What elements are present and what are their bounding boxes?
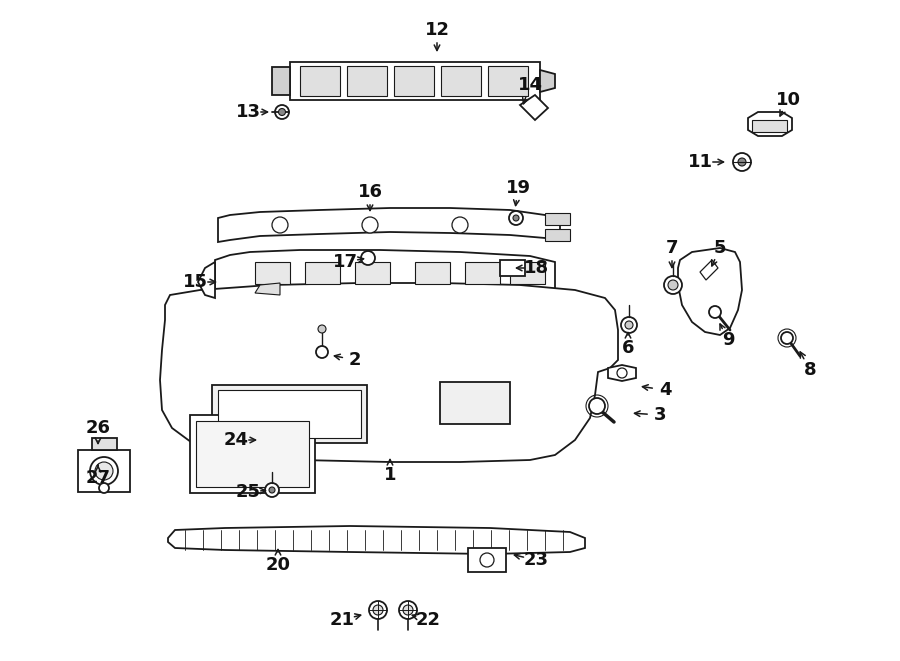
Circle shape bbox=[709, 306, 721, 318]
Circle shape bbox=[361, 251, 375, 265]
Text: 7: 7 bbox=[666, 239, 679, 257]
Bar bbox=[465, 262, 500, 284]
Bar bbox=[488, 66, 528, 96]
Text: 18: 18 bbox=[525, 259, 550, 277]
Bar bbox=[355, 262, 390, 284]
Circle shape bbox=[90, 457, 118, 485]
Text: 14: 14 bbox=[518, 76, 543, 94]
Bar bbox=[752, 120, 787, 132]
Circle shape bbox=[733, 153, 751, 171]
Bar bbox=[415, 262, 450, 284]
Circle shape bbox=[399, 601, 417, 619]
Circle shape bbox=[452, 217, 468, 233]
Bar bbox=[255, 262, 290, 284]
Text: 2: 2 bbox=[349, 351, 361, 369]
Bar bbox=[347, 66, 387, 96]
Bar bbox=[300, 66, 340, 96]
Circle shape bbox=[369, 601, 387, 619]
Circle shape bbox=[265, 483, 279, 497]
Text: 8: 8 bbox=[804, 361, 816, 379]
Circle shape bbox=[95, 462, 113, 480]
Bar bbox=[196, 421, 309, 487]
Text: 17: 17 bbox=[332, 253, 357, 271]
Polygon shape bbox=[215, 250, 555, 302]
Circle shape bbox=[373, 605, 383, 615]
Text: 4: 4 bbox=[659, 381, 671, 399]
Circle shape bbox=[316, 346, 328, 358]
Bar bbox=[212, 385, 367, 443]
Bar bbox=[190, 415, 315, 493]
Bar bbox=[78, 450, 130, 492]
Text: 19: 19 bbox=[506, 179, 530, 197]
Circle shape bbox=[99, 483, 109, 493]
Bar bbox=[218, 390, 361, 438]
Text: 9: 9 bbox=[722, 331, 734, 349]
Text: 22: 22 bbox=[416, 611, 440, 629]
Polygon shape bbox=[520, 95, 548, 120]
Circle shape bbox=[269, 487, 275, 493]
Polygon shape bbox=[255, 283, 280, 295]
Polygon shape bbox=[290, 62, 540, 100]
Circle shape bbox=[664, 276, 682, 294]
Polygon shape bbox=[168, 526, 585, 554]
Bar bbox=[440, 382, 510, 424]
Text: 24: 24 bbox=[223, 431, 248, 449]
Text: 1: 1 bbox=[383, 466, 396, 484]
Polygon shape bbox=[678, 248, 742, 335]
Polygon shape bbox=[160, 283, 618, 462]
Polygon shape bbox=[218, 208, 560, 242]
Circle shape bbox=[621, 317, 637, 333]
Circle shape bbox=[278, 108, 285, 116]
Circle shape bbox=[625, 321, 633, 329]
Circle shape bbox=[509, 211, 523, 225]
Bar bbox=[510, 262, 545, 284]
Text: 13: 13 bbox=[236, 103, 260, 121]
Circle shape bbox=[403, 605, 413, 615]
Circle shape bbox=[738, 158, 746, 166]
Circle shape bbox=[781, 332, 793, 344]
Text: 6: 6 bbox=[622, 339, 634, 357]
Circle shape bbox=[318, 325, 326, 333]
Polygon shape bbox=[540, 70, 555, 92]
Polygon shape bbox=[198, 262, 215, 298]
Polygon shape bbox=[272, 67, 290, 95]
Text: 23: 23 bbox=[524, 551, 548, 569]
Bar bbox=[500, 260, 525, 276]
Text: 16: 16 bbox=[357, 183, 382, 201]
Bar bbox=[468, 548, 506, 572]
Text: 26: 26 bbox=[86, 419, 111, 437]
Text: 12: 12 bbox=[425, 21, 449, 39]
Bar bbox=[441, 66, 481, 96]
Text: 15: 15 bbox=[183, 273, 208, 291]
Bar bbox=[394, 66, 434, 96]
Polygon shape bbox=[748, 112, 792, 136]
Text: 27: 27 bbox=[86, 469, 111, 487]
Circle shape bbox=[362, 217, 378, 233]
Text: 21: 21 bbox=[329, 611, 355, 629]
Text: 3: 3 bbox=[653, 406, 666, 424]
Text: 11: 11 bbox=[688, 153, 713, 171]
Bar bbox=[545, 229, 570, 241]
Text: 25: 25 bbox=[236, 483, 260, 501]
Bar bbox=[92, 438, 117, 450]
Circle shape bbox=[668, 280, 678, 290]
Text: 5: 5 bbox=[714, 239, 726, 257]
Circle shape bbox=[480, 553, 494, 567]
Text: 20: 20 bbox=[266, 556, 291, 574]
Bar bbox=[545, 213, 570, 225]
Circle shape bbox=[272, 217, 288, 233]
Text: 10: 10 bbox=[776, 91, 800, 109]
Circle shape bbox=[589, 398, 605, 414]
Circle shape bbox=[617, 368, 627, 378]
Circle shape bbox=[275, 105, 289, 119]
Bar bbox=[305, 262, 340, 284]
Polygon shape bbox=[608, 365, 636, 381]
Circle shape bbox=[513, 215, 519, 221]
